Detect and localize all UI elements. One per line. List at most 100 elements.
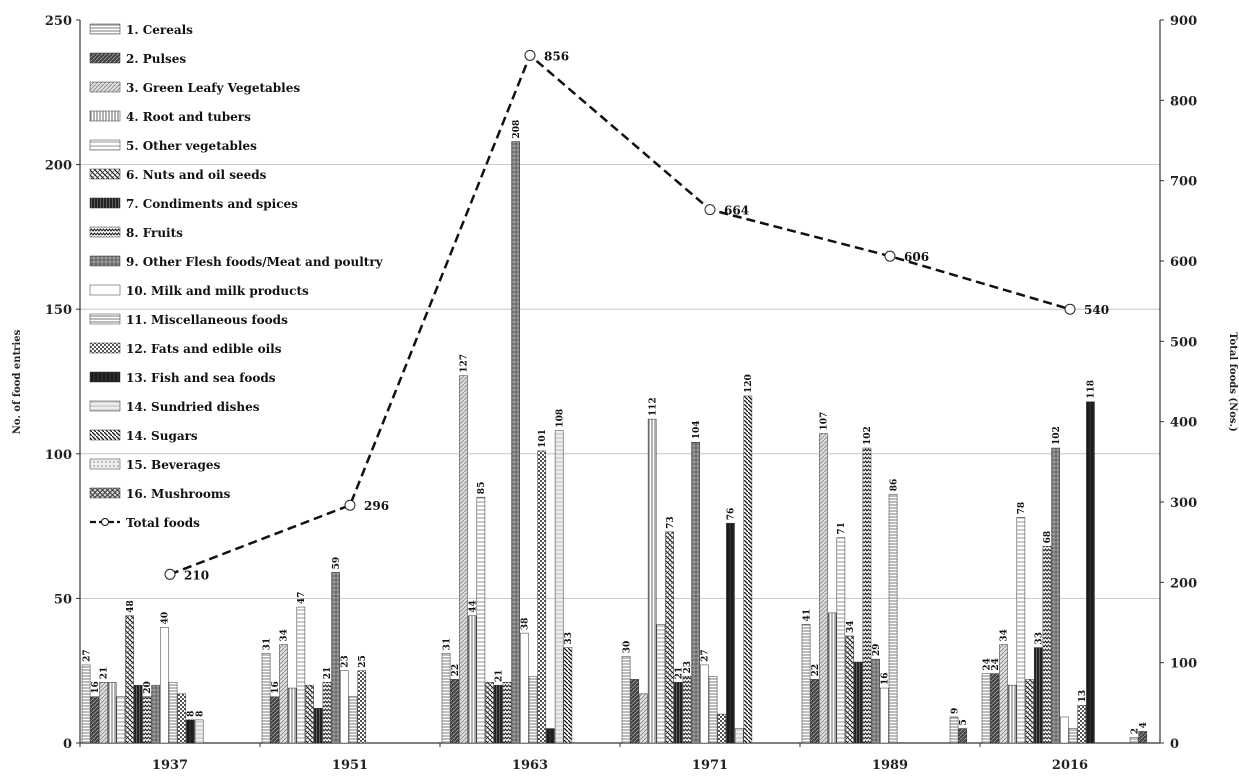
- bar-1971-8: [691, 441, 700, 744]
- bar-2016-11: [1077, 705, 1087, 744]
- y2-tick-label: 200: [1170, 576, 1197, 591]
- bar-1971-5: [665, 531, 674, 744]
- data-label: 102: [1052, 426, 1062, 445]
- bar-1937-11: [177, 693, 187, 744]
- total-foods-label: 856: [544, 49, 569, 63]
- data-label: 22: [451, 664, 461, 677]
- bar-1951-9: [340, 670, 349, 744]
- legend-label: 13. Fish and sea foods: [126, 371, 276, 385]
- legend-label: 1. Cereals: [126, 23, 193, 37]
- data-label: 23: [683, 661, 693, 674]
- data-label: 78: [1017, 502, 1027, 515]
- data-label: 34: [846, 620, 856, 633]
- data-label: 16: [91, 681, 101, 694]
- legend-label: 5. Other vegetables: [126, 139, 257, 153]
- bar-1971-2: [639, 693, 648, 744]
- bar-1971-6: [673, 682, 683, 744]
- legend-swatch: [89, 139, 121, 151]
- bar-1951-7: [322, 682, 332, 744]
- total-foods-point: [704, 204, 716, 216]
- bar-2016-10: [1068, 728, 1078, 744]
- bar-1937-1: [90, 696, 100, 744]
- legend-swatch: [89, 52, 121, 64]
- legend-swatch: [89, 342, 121, 354]
- bar-1951-1: [270, 696, 280, 744]
- data-label: 41: [802, 609, 812, 622]
- legend-swatch: [89, 487, 121, 499]
- legend-swatch: [89, 284, 121, 296]
- data-label: 23: [341, 655, 351, 668]
- bar-1963-3: [467, 615, 477, 744]
- data-label: 85: [477, 482, 487, 495]
- bar-1989-7: [862, 447, 872, 744]
- data-label: 2: [1130, 728, 1140, 734]
- legend-label: 9. Other Flesh foods/Meat and poultry: [126, 255, 384, 269]
- data-label: 108: [555, 409, 565, 428]
- bar-1971-0: [621, 655, 631, 744]
- bar-1989-2: [819, 433, 828, 744]
- bar-1937-8: [151, 684, 160, 744]
- x-tick-label: 2016: [1052, 758, 1088, 773]
- bar-1951-4: [296, 606, 306, 744]
- bar-1937-4: [116, 696, 126, 744]
- bar-1963-0: [441, 653, 451, 744]
- total-foods-point: [344, 499, 356, 511]
- data-label: 31: [442, 638, 452, 651]
- bar-1937-12: [186, 719, 195, 744]
- data-label: 21: [675, 667, 685, 680]
- legend-swatch: [89, 458, 121, 470]
- legend-label: Total foods: [126, 516, 200, 530]
- data-label: 118: [1087, 380, 1097, 399]
- y-tick-label: 0: [63, 737, 72, 752]
- bar-1937-6: [133, 684, 143, 744]
- bar-1989-0: [801, 624, 811, 744]
- data-label: 25: [358, 655, 368, 668]
- legend-swatch: [89, 429, 121, 441]
- y2-tick-label: 500: [1170, 335, 1197, 350]
- bar-1951-6: [313, 708, 323, 744]
- y-tick-label: 200: [45, 159, 72, 174]
- bar-1963-4: [476, 496, 486, 744]
- bar-1937-5: [125, 615, 134, 744]
- legend-swatch: [89, 197, 121, 209]
- legend: 1. Cereals 2. Pulses 3. Green Leafy Vegeta…: [89, 23, 384, 530]
- data-label: 68: [1043, 531, 1053, 544]
- legend-label: 8. Fruits: [126, 226, 183, 240]
- data-label: 76: [727, 508, 737, 521]
- bar-1963-11: [537, 450, 547, 744]
- total-foods-series: [169, 53, 1071, 576]
- bar-2016b-0: [1129, 736, 1139, 744]
- bar-1971-7: [682, 676, 692, 744]
- legend-label: 10. Milk and milk products: [126, 284, 309, 298]
- bar-1971-9: [700, 664, 709, 744]
- data-label: 27: [82, 649, 92, 662]
- data-label: 29: [872, 644, 882, 657]
- legend-label: 6. Nuts and oil seeds: [126, 168, 267, 182]
- legend-swatch: [89, 255, 121, 267]
- y-tick-label: 100: [45, 448, 72, 463]
- bar-2016b-1: [1138, 731, 1148, 744]
- y2-tick-label: 300: [1170, 496, 1197, 511]
- legend-label: 3. Green Leafy Vegetables: [126, 81, 300, 95]
- data-label: 208: [512, 120, 522, 139]
- data-label: 16: [881, 673, 891, 686]
- data-label: 48: [126, 600, 136, 613]
- data-label: 38: [521, 618, 531, 631]
- data-label: 112: [648, 397, 658, 416]
- right-axis-ticks: 0 100 200 300 400 500 600 700 800 900: [1160, 14, 1197, 752]
- total-foods-point: [524, 49, 536, 61]
- legend-line-marker: [101, 518, 109, 526]
- bar-1937-9: [160, 627, 169, 744]
- bar-1937-10: [168, 682, 178, 744]
- y2-axis-title: Total foods (Nos.): [1227, 332, 1238, 431]
- y2-tick-label: 600: [1170, 255, 1197, 270]
- bar-2016-4: [1016, 517, 1026, 744]
- data-label: 27: [701, 649, 711, 662]
- bar-1951-5: [305, 684, 314, 744]
- bar-1963-10: [528, 676, 538, 744]
- y-tick-label: 50: [54, 592, 72, 607]
- total-foods-line: 210 296 856 664 606 540: [164, 49, 1109, 582]
- bar-1989-8: [871, 658, 880, 744]
- bar-1937-13: [194, 719, 204, 744]
